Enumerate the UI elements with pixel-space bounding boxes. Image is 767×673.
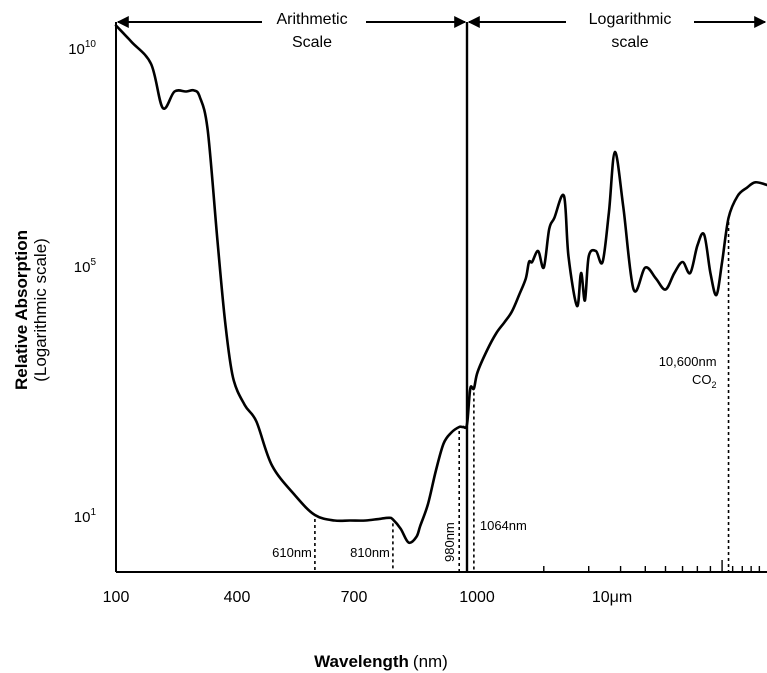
annotation-label-1: 810nm [350, 545, 390, 560]
wavelength-annotations: 610nm 810nm 980nm 1064nm CO2 10,600nm [272, 222, 730, 572]
x-axis-minor-ticks [466, 560, 761, 572]
svg-text:101: 101 [74, 507, 97, 526]
arithmetic-region-marker: Arithmetic Scale [116, 11, 467, 51]
arithmetic-label-line2: Scale [292, 34, 332, 51]
annotation-label-4: 10,600nm [659, 354, 717, 369]
annotation-label-co2: CO2 [692, 372, 717, 390]
arithmetic-label: Arithmetic [276, 11, 347, 28]
x-axis-label: Wavelength (nm) [314, 652, 448, 671]
x-tick-400: 400 [224, 589, 251, 606]
y-tick-1e10: 1010 [68, 39, 96, 58]
y-axis-label: Relative Absorption [12, 230, 31, 390]
y-tick-1e5: 105 [74, 257, 97, 276]
annotation-label-2: 980nm [442, 522, 457, 562]
x-tick-700: 700 [341, 589, 368, 606]
y-tick-1e1: 101 [74, 507, 97, 526]
absorption-curve [114, 24, 767, 545]
svg-text:105: 105 [74, 257, 97, 276]
logarithmic-region-marker: Logarithmic scale [467, 11, 767, 51]
annotation-label-3: 1064nm [480, 518, 527, 533]
x-tick-100: 100 [103, 589, 130, 606]
logarithmic-label-line2: scale [611, 34, 648, 51]
svg-text:1010: 1010 [68, 39, 96, 58]
logarithmic-label: Logarithmic [589, 11, 672, 28]
x-tick-1000: 1000 [459, 589, 495, 606]
x-tick-10um: 10μm [592, 589, 632, 606]
annotation-label-0: 610nm [272, 545, 312, 560]
y-axis-sublabel: (Logarithmic scale) [31, 238, 50, 382]
